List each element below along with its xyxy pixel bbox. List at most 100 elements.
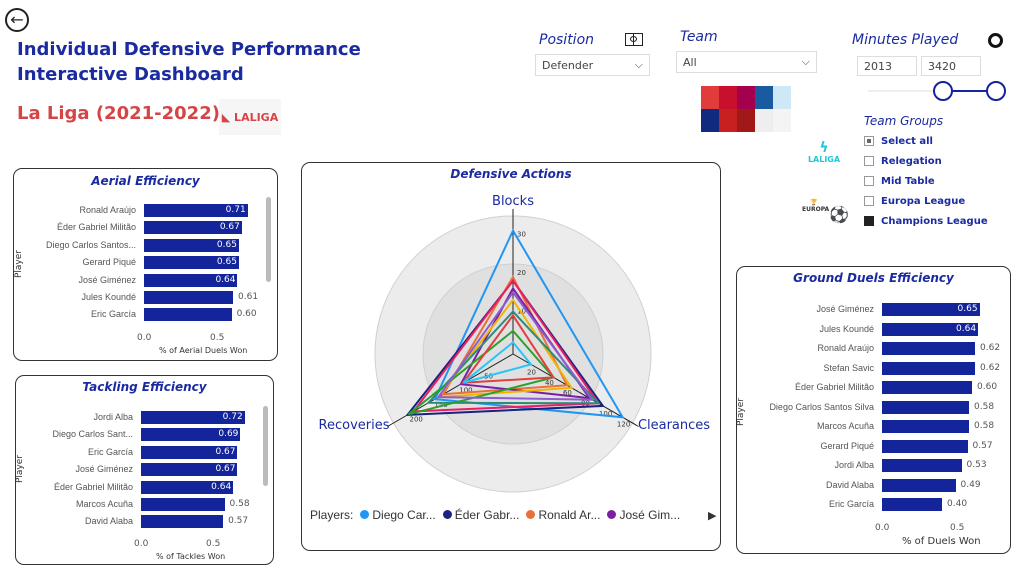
slider-handle-min[interactable] <box>933 81 953 101</box>
title-line-2: Interactive Dashboard <box>17 64 244 85</box>
bar[interactable] <box>141 515 224 529</box>
radar-series-4[interactable] <box>411 279 601 413</box>
bar[interactable] <box>144 308 232 322</box>
player-name: Diego Carlos Sant... <box>52 429 133 440</box>
legend-item[interactable]: Diego Car... <box>360 508 436 522</box>
bar[interactable] <box>882 361 975 375</box>
legend-dot-icon <box>442 510 452 519</box>
scrollbar[interactable] <box>266 197 271 282</box>
bar[interactable] <box>882 400 969 414</box>
legend-item[interactable]: Ronald Ar... <box>526 508 600 522</box>
radar-series-8[interactable] <box>461 313 556 384</box>
title-line-1: Individual Defensive Performance <box>17 39 361 60</box>
bar[interactable] <box>141 480 234 494</box>
legend-dot-icon <box>360 510 370 519</box>
team-label: Team <box>680 29 718 45</box>
axis-tick-label: 120 <box>617 420 630 428</box>
team-group-checkbox[interactable]: Select all <box>864 131 988 151</box>
minutes-slider[interactable] <box>868 81 1006 101</box>
team-value: All <box>683 55 697 69</box>
legend-item[interactable]: Éder Gabr... <box>442 508 520 522</box>
axis-label: Clearances <box>638 418 710 433</box>
player-name: Marcos Acuña <box>75 499 133 509</box>
bar-value-label: 0.57 <box>972 440 993 451</box>
chevron-down-icon: ⌵ <box>634 58 643 71</box>
bar[interactable] <box>144 291 234 304</box>
team-group-checkbox[interactable]: Mid Table <box>864 171 988 191</box>
bar-value-label: 0.65 <box>216 239 237 250</box>
back-button[interactable]: ← <box>5 8 29 32</box>
checkbox-icon <box>864 216 874 226</box>
player-name: Éder Gabriel Militão <box>794 382 874 392</box>
bar[interactable] <box>882 381 972 394</box>
legend-title: Players: <box>310 508 354 522</box>
bar[interactable] <box>144 256 239 270</box>
y-axis-label: Player <box>15 454 26 484</box>
x-axis-label: % of Tackles Won <box>156 552 226 561</box>
bar[interactable] <box>882 342 975 355</box>
y-axis-label: Player <box>736 397 747 427</box>
champions-league-icon: ⚽ <box>829 205 849 224</box>
team-group-checkbox[interactable]: Europa League <box>864 191 988 211</box>
radar-series-6[interactable] <box>426 310 601 405</box>
team-group-checkbox[interactable]: Champions League <box>864 211 988 231</box>
player-name: José Giménez <box>816 304 874 314</box>
bar-value-label: 0.58 <box>974 421 995 431</box>
bar[interactable] <box>144 238 239 252</box>
team-group-checkbox[interactable]: Relegation <box>864 151 988 171</box>
bar[interactable] <box>882 303 980 316</box>
radar-series-1[interactable] <box>405 279 605 416</box>
axis-tick-label: 30 <box>517 230 526 238</box>
bar[interactable] <box>882 459 962 472</box>
bar[interactable] <box>141 411 245 424</box>
team-group-label: Relegation <box>881 155 942 167</box>
bar[interactable] <box>141 428 241 442</box>
player-name: Eric García <box>87 446 133 457</box>
bar[interactable] <box>882 478 956 492</box>
minutes-max-input[interactable]: 3420 <box>921 56 981 76</box>
minutes-min-value: 2013 <box>864 59 892 73</box>
stopwatch-icon <box>988 33 1003 48</box>
bar-value-label: 0.65 <box>957 304 978 314</box>
position-dropdown[interactable]: Defender ⌵ <box>535 54 650 76</box>
bar-value-label: 0.67 <box>215 464 236 475</box>
radar-series-0[interactable] <box>433 228 625 419</box>
bar[interactable] <box>882 498 942 511</box>
position-value: Defender <box>542 58 594 72</box>
defensive-actions-card: Defensive Actions Blocks 10 20 30 Clearances… <box>301 162 721 551</box>
bar[interactable] <box>144 204 248 217</box>
x-tick-label: 0.0 <box>875 523 890 533</box>
bar[interactable] <box>141 445 238 459</box>
player-name: Jordi Alba <box>93 412 133 422</box>
axis-tick-label: 100 <box>459 387 472 395</box>
checkbox-icon <box>864 136 874 146</box>
x-tick-label: 0.0 <box>134 539 149 549</box>
legend-label: José Gim... <box>619 508 681 522</box>
bar[interactable] <box>882 439 968 453</box>
bar[interactable] <box>144 273 238 287</box>
bar[interactable] <box>144 221 242 235</box>
radar-series-9[interactable] <box>462 340 533 384</box>
legend-item[interactable]: José Gim... <box>607 508 680 522</box>
chevron-down-icon: ⌵ <box>801 55 810 68</box>
radar-series-7[interactable] <box>407 329 556 416</box>
legend-next-arrow-icon[interactable]: ▶ <box>708 509 717 522</box>
team-dropdown[interactable]: All ⌵ <box>676 51 817 73</box>
player-name: Diego Carlos Santos Silva <box>769 401 874 412</box>
bar[interactable] <box>141 463 238 477</box>
bar-value-label: 0.60 <box>236 309 257 320</box>
slider-handle-max[interactable] <box>986 81 1006 101</box>
minutes-min-input[interactable]: 2013 <box>857 56 917 76</box>
bar-value-label: 0.58 <box>974 401 995 412</box>
radar-series-10[interactable] <box>436 290 595 401</box>
player-name: Éder Gabriel Militão <box>56 222 136 233</box>
bar-value-label: 0.49 <box>960 479 981 490</box>
scrollbar[interactable] <box>263 406 268 486</box>
radar-title: Defensive Actions <box>450 167 572 181</box>
bar[interactable] <box>882 420 969 433</box>
bar[interactable] <box>882 322 978 336</box>
bar[interactable] <box>141 498 225 511</box>
legend-label: Éder Gabr... <box>454 508 520 522</box>
team-group-label: Mid Table <box>881 175 935 187</box>
team-groups-list: Select all Relegation Mid Table Europa Leag… <box>864 131 988 231</box>
